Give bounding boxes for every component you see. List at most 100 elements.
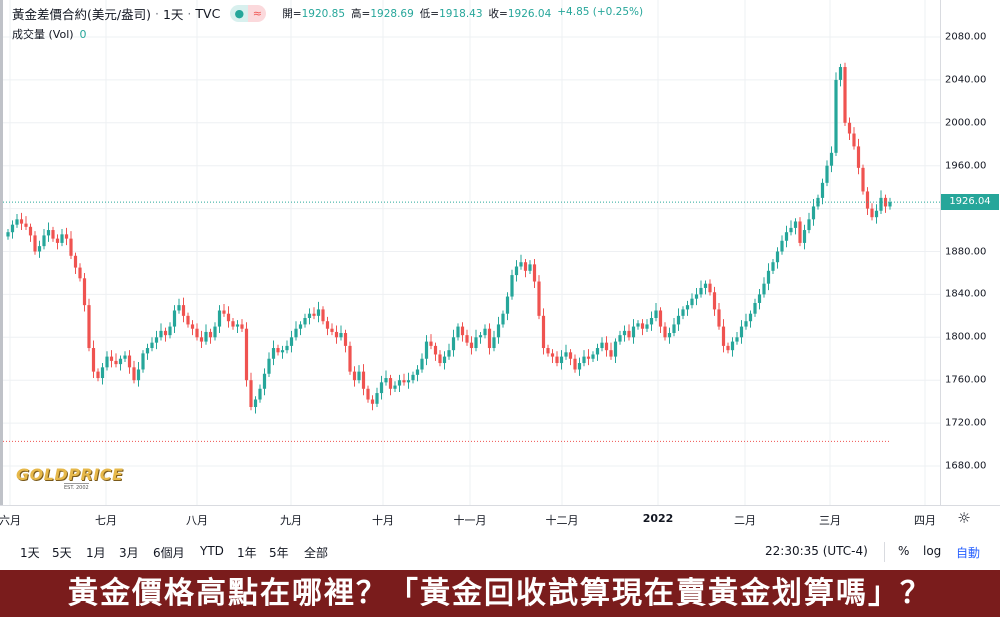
candle	[78, 263, 82, 282]
candle	[343, 329, 348, 353]
candle	[438, 350, 442, 367]
candle	[339, 325, 343, 341]
candle	[357, 365, 361, 384]
candle	[721, 319, 726, 353]
candle	[604, 336, 609, 357]
time-axis[interactable]: 六月 七月 八月 九月 十月 十一月 十二月 2022 二月 三月 四月 ☼	[0, 505, 1000, 532]
candle	[420, 353, 424, 373]
candle	[528, 260, 532, 275]
candle	[802, 224, 807, 250]
candle	[519, 254, 523, 270]
high-value: 1928.69	[370, 7, 414, 20]
candle	[217, 305, 222, 334]
last-price-tag: 1926.04	[941, 194, 999, 211]
clock-timezone[interactable]: 22:30:35 (UTC-4)	[765, 544, 868, 558]
high-label: 高=	[351, 7, 371, 20]
candle	[712, 286, 717, 316]
candle	[159, 323, 163, 341]
candle	[325, 316, 330, 336]
timeframe-5y-button[interactable]: 5年	[269, 546, 289, 560]
change-value: +4.85 (+0.25%)	[557, 5, 644, 18]
candle	[640, 319, 645, 336]
candle	[361, 364, 366, 396]
candle	[91, 340, 96, 379]
candle	[415, 365, 420, 382]
timeframe-3m-button[interactable]: 3月	[119, 546, 139, 560]
price-axis[interactable]: 2080.00 2040.00 2000.00 1960.00 1880.00 1840.…	[940, 0, 1000, 505]
candle	[208, 328, 213, 344]
logo-text: GOLDPRICE	[16, 465, 124, 484]
candle	[240, 319, 244, 332]
candle	[757, 289, 762, 310]
candle	[658, 307, 663, 334]
candle	[483, 324, 487, 339]
timeframe-1m-button[interactable]: 1月	[86, 546, 106, 560]
price-tick-label: 1840.00	[945, 288, 987, 300]
auto-scale-button[interactable]: 自動	[956, 546, 981, 560]
candle	[60, 228, 64, 247]
candle	[681, 306, 685, 320]
timeframe-all-button[interactable]: 全部	[304, 546, 329, 560]
timeframe-5d-button[interactable]: 5天	[52, 546, 72, 560]
candle	[276, 344, 280, 356]
candle	[411, 371, 415, 384]
time-tick-label: 二月	[734, 514, 756, 527]
candle	[424, 335, 429, 366]
price-tick-label: 2040.00	[945, 74, 987, 86]
low-label: 低=	[419, 7, 440, 20]
candle	[168, 322, 172, 339]
candle	[204, 324, 208, 345]
status-pill[interactable]: ● ≈	[230, 4, 267, 22]
candle	[42, 228, 46, 250]
candle	[303, 313, 307, 328]
candle	[451, 329, 456, 357]
candle	[730, 337, 735, 357]
candle	[82, 272, 87, 312]
candle	[132, 360, 136, 384]
candle	[271, 340, 276, 366]
candle	[771, 259, 775, 275]
candle	[573, 354, 577, 373]
volume-value: 0	[79, 28, 87, 41]
timeframe-ytd-button[interactable]: YTD	[200, 544, 224, 558]
candle	[249, 372, 253, 411]
ohlc-values: 開=1920.85 高=1928.69 低=1918.43 收=1926.04 …	[282, 6, 643, 21]
time-tick-label: 十一月	[453, 514, 487, 527]
candle	[33, 231, 37, 255]
market-status-icon[interactable]: ●	[230, 4, 249, 22]
open-value: 1920.85	[301, 7, 346, 20]
candle	[384, 370, 388, 386]
log-scale-button[interactable]: log	[923, 544, 942, 558]
symbol-name[interactable]: 黃金差價合約(美元/盎司)	[12, 6, 151, 22]
timeframe-1y-button[interactable]: 1年	[237, 546, 257, 560]
candle	[460, 322, 465, 342]
candle	[865, 187, 870, 216]
candle	[784, 225, 789, 248]
candle	[348, 341, 352, 375]
candle	[145, 343, 150, 360]
percent-scale-button[interactable]: %	[898, 544, 910, 558]
timeframe-1d-button[interactable]: 1天	[20, 546, 40, 560]
candle	[226, 306, 231, 328]
candle	[645, 319, 649, 332]
candle	[456, 323, 460, 341]
candle	[496, 316, 501, 344]
candle	[663, 322, 667, 341]
candle	[834, 72, 838, 157]
settings-icon[interactable]: ☼	[957, 509, 971, 527]
candle	[199, 330, 204, 349]
candle	[676, 308, 681, 331]
price-tick-label: 1760.00	[945, 374, 987, 386]
volume-label[interactable]: 成交量 (Vol)	[12, 28, 74, 41]
timeframe-6m-button[interactable]: 6個月	[153, 546, 185, 560]
candlestick-chart[interactable]	[0, 0, 940, 505]
chart-area[interactable]	[0, 0, 940, 505]
candle	[474, 329, 478, 352]
delayed-data-icon[interactable]: ≈	[248, 4, 267, 22]
candle	[172, 305, 177, 334]
interval-label[interactable]: 1天	[162, 6, 184, 22]
candle	[541, 308, 546, 355]
candle	[627, 324, 631, 341]
candle	[631, 319, 636, 344]
close-value: 1926.04	[507, 7, 552, 20]
